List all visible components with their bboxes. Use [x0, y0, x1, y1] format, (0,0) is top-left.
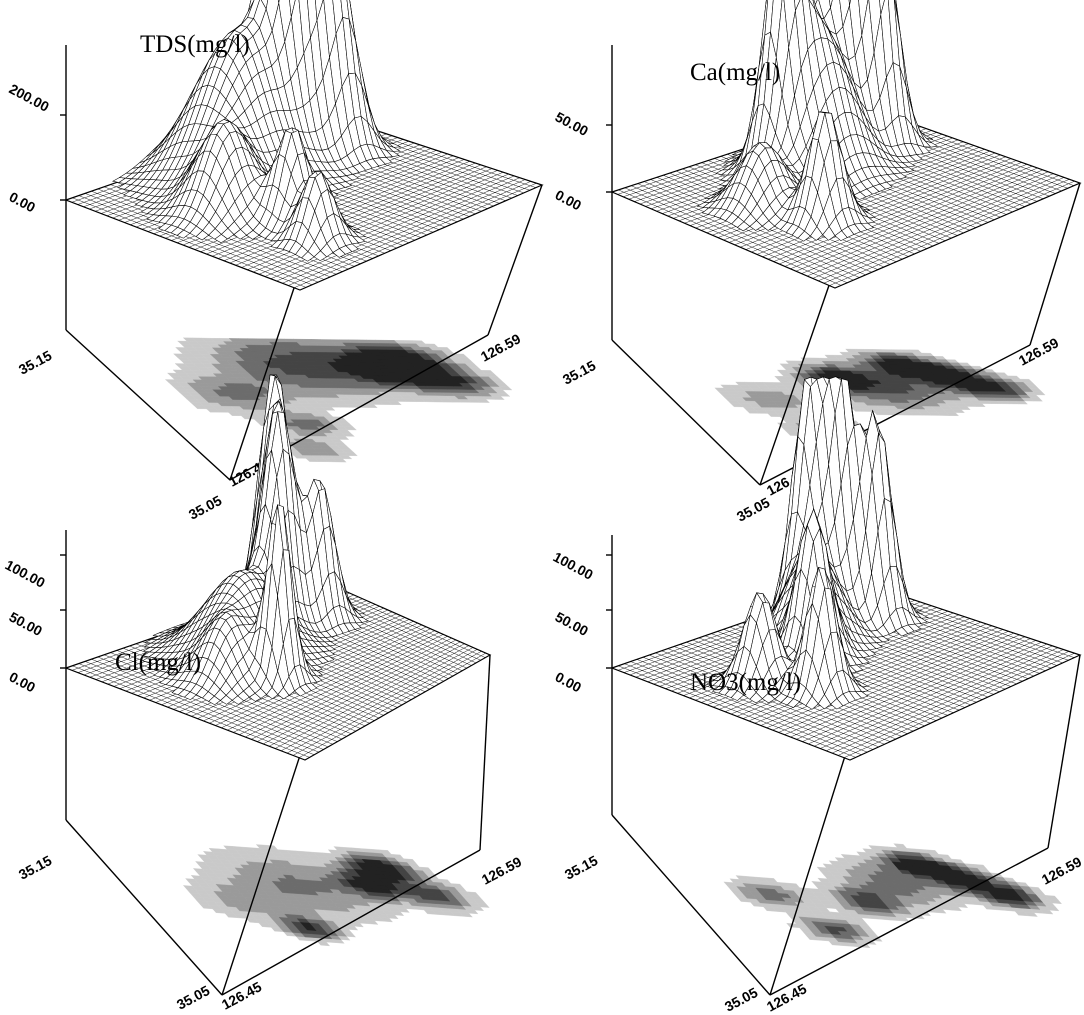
contour-cell: [335, 436, 350, 440]
z-tick-label: 0.00: [7, 189, 39, 216]
contour-cell: [498, 386, 513, 391]
x-tick-label: 35.15: [16, 347, 55, 378]
contour-cell: [491, 396, 505, 400]
floor-axis-x: [611, 339, 761, 486]
contour-cell: [343, 426, 357, 431]
contour-cell: [333, 458, 347, 463]
contour-projection: [164, 337, 513, 463]
contour-cell: [321, 406, 336, 411]
contour-cell: [344, 452, 358, 456]
contour-cell: [341, 432, 355, 437]
contour-cell: [338, 455, 353, 460]
surface-panel-1: 0.00200.0035.0535.15126.45126.59TDS(mg/l…: [7, 0, 544, 523]
contour-cell: [364, 404, 378, 408]
right-corner-axis: [1029, 182, 1081, 346]
contour-cell: [476, 399, 490, 403]
panel-title: TDS(mg/l): [140, 31, 250, 58]
z-tick-label: 200.00: [7, 81, 53, 115]
x-tick-label: 35.05: [186, 492, 225, 523]
contour-cell: [496, 392, 511, 397]
contour-cell: [388, 401, 402, 405]
y-tick-label: 126.59: [478, 330, 524, 364]
right-corner-axis: [487, 184, 543, 336]
